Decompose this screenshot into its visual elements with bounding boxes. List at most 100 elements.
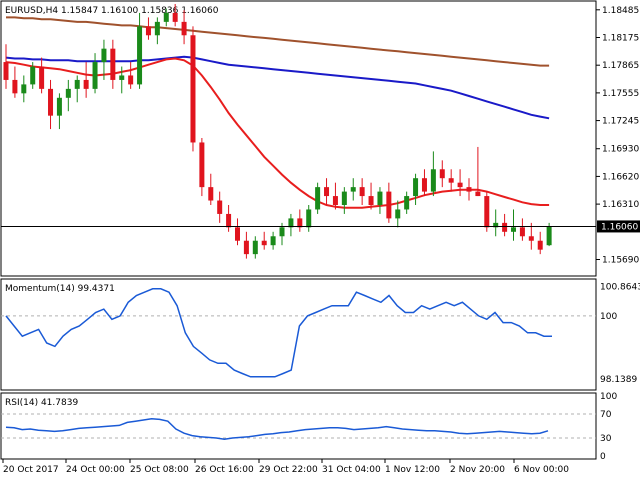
momentum-tick-label: 98.1389 — [600, 375, 637, 385]
price-tick-label: 1.17555 — [602, 89, 639, 99]
rsi-panel-frame — [0, 392, 597, 460]
time-tick-label: 24 Oct 00:00 — [66, 465, 125, 475]
candle-body — [172, 12, 178, 22]
candle-body — [475, 191, 481, 197]
candle-body — [208, 187, 214, 201]
momentum-axis-ticks: 100.8643 100 98.1389 — [600, 283, 640, 385]
candle-body — [297, 218, 303, 228]
candle-body — [377, 191, 383, 205]
candle-body — [350, 187, 356, 192]
candle-body — [65, 88, 71, 98]
candle-body — [56, 97, 62, 116]
candle-body — [261, 240, 267, 246]
candle-body — [101, 48, 107, 63]
candle-body — [306, 209, 312, 228]
candle-body — [484, 196, 490, 228]
price-tick-label: 1.17865 — [602, 61, 639, 71]
rsi-line — [5, 418, 549, 440]
price-tick-label: 1.18485 — [602, 6, 639, 16]
time-tick-label: 26 Oct 16:00 — [195, 465, 254, 475]
candle-body — [181, 21, 187, 36]
price-tick-label: 1.16620 — [602, 172, 639, 182]
candle-body — [421, 178, 427, 192]
rsi-tick-label: 100 — [600, 392, 617, 402]
candle-body — [395, 209, 401, 219]
candle-body — [324, 187, 330, 197]
price-panel-frame — [0, 0, 597, 277]
price-axis-ticks: 1.18485 1.18175 1.17865 1.17555 1.17245 1.169… — [596, 6, 639, 265]
rsi-tick-label: 0 — [600, 452, 606, 462]
candle-body — [315, 187, 321, 210]
candle-body — [234, 227, 240, 241]
rsi-axis-ticks: 100 70 30 0 — [600, 392, 617, 462]
candle-body — [190, 35, 196, 143]
time-tick-label: 2 Nov 20:00 — [450, 465, 505, 475]
candle-body — [270, 236, 276, 246]
candle-body — [3, 62, 9, 80]
candle-body — [457, 182, 463, 188]
candle-body — [21, 84, 27, 94]
sma200-line — [6, 16, 550, 67]
candle-body — [528, 236, 534, 241]
current-price-badge-box — [597, 220, 640, 233]
candle-body — [110, 48, 116, 80]
price-tick-label: 1.16930 — [602, 145, 639, 155]
candle-body — [413, 178, 419, 197]
candle-body — [279, 227, 285, 237]
candle-body — [137, 26, 143, 85]
candle-body — [145, 26, 151, 36]
candle-body — [30, 66, 36, 85]
time-tick-label: 25 Oct 08:00 — [130, 465, 189, 475]
momentum-tick-label: 100.8643 — [600, 283, 640, 293]
candle-body — [332, 196, 338, 205]
sma100-line — [5, 55, 550, 120]
candle-body — [243, 240, 249, 255]
time-tick-label: 1 Nov 12:00 — [385, 465, 440, 475]
current-price-badge-text: 1.16060 — [601, 222, 638, 232]
candle-body — [119, 75, 125, 80]
candle-body — [368, 196, 374, 205]
time-axis: 20 Oct 2017 24 Oct 00:00 25 Oct 08:00 26 Oc… — [2, 459, 569, 475]
candle-body — [226, 213, 232, 228]
rsi-tick-label: 30 — [600, 434, 612, 444]
candle-body — [537, 240, 543, 250]
candle-body — [83, 79, 89, 89]
rsi-tick-label: 70 — [600, 410, 612, 420]
momentum-tick-label: 100 — [600, 312, 617, 322]
price-panel[interactable]: EURUSD,H4 1.15847 1.16100 1.15836 1.1606… — [0, 0, 640, 277]
candle-body — [341, 191, 347, 205]
rsi-panel[interactable]: RSI(14) 41.7839 100 70 30 0 — [0, 392, 617, 462]
candle-body — [493, 222, 499, 228]
candle-body — [519, 227, 525, 237]
time-tick-label: 6 Nov 00:00 — [514, 465, 569, 475]
candle-body — [48, 88, 54, 116]
current-price-badge: 1.16060 — [597, 220, 640, 233]
candle-body — [252, 240, 258, 255]
candle-body — [511, 227, 517, 232]
price-tick-label: 1.16310 — [602, 200, 639, 210]
momentum-panel-title: Momentum(14) 99.4371 — [5, 284, 115, 294]
rsi-panel-title: RSI(14) 41.7839 — [5, 398, 78, 408]
candle-body — [386, 191, 392, 219]
candle-body — [154, 21, 160, 36]
candle-body — [430, 169, 436, 192]
price-tick-label: 1.15690 — [602, 255, 639, 265]
candle-body — [217, 200, 223, 214]
candlestick-series — [3, 4, 552, 259]
price-tick-label: 1.18175 — [602, 34, 639, 44]
candle-body — [448, 178, 454, 183]
candle-body — [439, 169, 445, 179]
candle-body — [163, 12, 169, 22]
candle-body — [12, 79, 18, 94]
time-tick-label: 29 Oct 22:00 — [259, 465, 318, 475]
candle-body — [199, 142, 205, 188]
candle-body — [39, 66, 45, 89]
candle-body — [466, 187, 472, 192]
momentum-panel[interactable]: Momentum(14) 99.4371 100.8643 100 98.1389 — [0, 278, 640, 391]
candle-body — [128, 75, 134, 85]
momentum-line — [5, 288, 552, 378]
candle-body — [288, 218, 294, 228]
candle-body — [404, 196, 410, 210]
candle-body — [359, 187, 365, 197]
